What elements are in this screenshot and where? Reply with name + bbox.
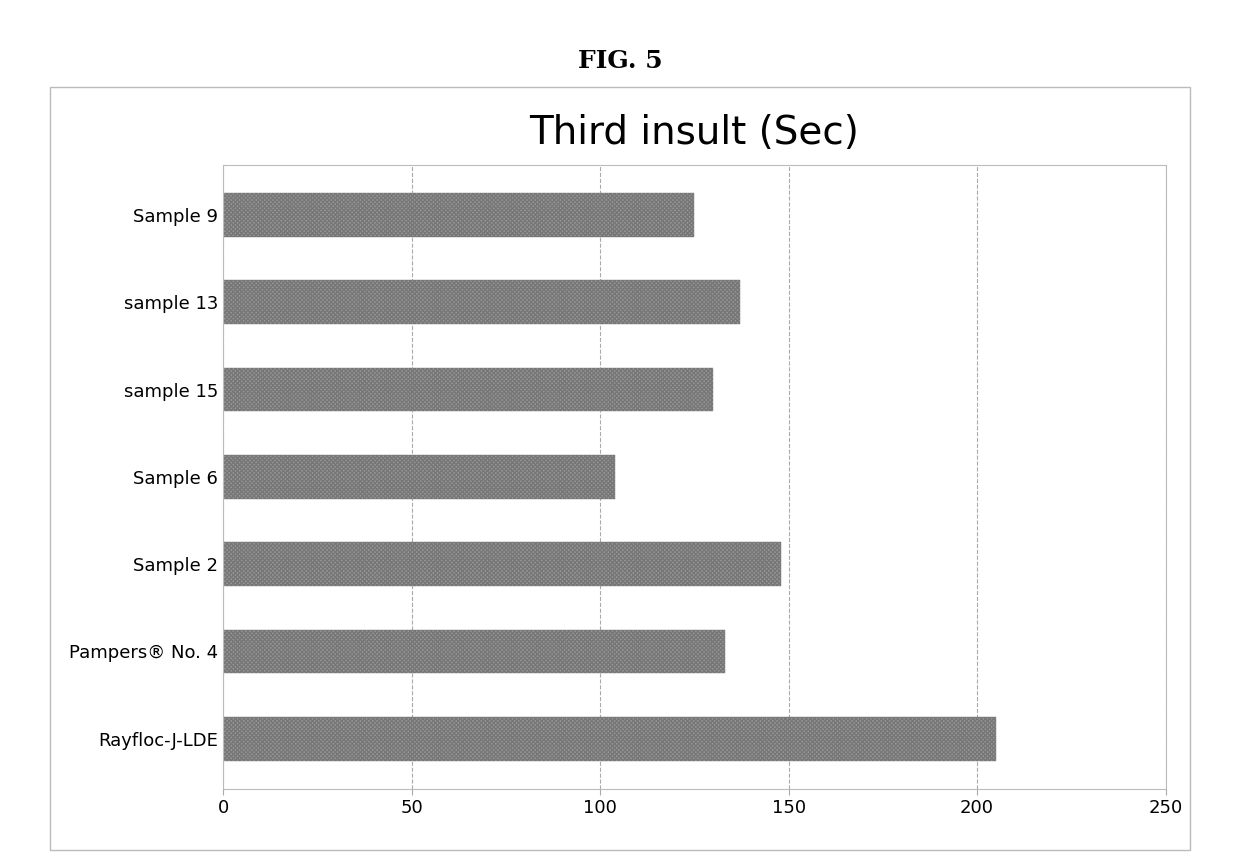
Bar — [223, 629, 724, 674]
Text: FIG. 5: FIG. 5 — [578, 49, 662, 73]
Bar — [223, 193, 694, 237]
Bar — [223, 717, 996, 760]
Bar — [223, 543, 781, 586]
Bar — [223, 280, 739, 324]
Bar — [223, 368, 713, 411]
Bar — [223, 455, 615, 499]
Title: Third insult (Sec): Third insult (Sec) — [529, 114, 859, 152]
